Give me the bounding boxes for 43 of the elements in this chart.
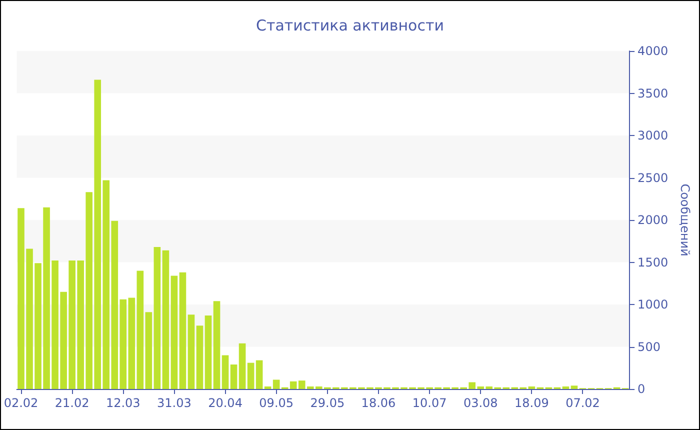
- y-tick-label: 2000: [638, 213, 668, 227]
- x-tick-label: 03.08: [463, 396, 498, 410]
- x-tick-label: 10.07: [412, 396, 447, 410]
- x-tick-label: 18.09: [514, 396, 549, 410]
- bar: [238, 343, 246, 389]
- bar: [188, 314, 195, 389]
- bar: [264, 386, 272, 389]
- x-tick-label: 09.05: [259, 396, 294, 410]
- y-tick-label: 500: [638, 340, 660, 354]
- bar: [179, 272, 186, 389]
- bar: [570, 386, 578, 389]
- bar: [145, 312, 152, 389]
- bar: [162, 250, 170, 389]
- y-tick-label: 1500: [638, 255, 668, 270]
- y-tick-label: 0: [638, 382, 646, 396]
- bar: [230, 364, 238, 389]
- bar: [196, 326, 204, 389]
- y-tick-label: 3000: [638, 128, 668, 142]
- bar: [170, 276, 178, 389]
- bar: [154, 247, 161, 389]
- y-tick-label: 4000: [638, 44, 668, 58]
- x-tick-label: 21.02: [54, 396, 90, 410]
- y-axis-title: Сообщений: [678, 184, 692, 256]
- x-tick-label: 31.03: [157, 396, 192, 410]
- x-tick-label: 12.03: [106, 396, 140, 410]
- bar: [272, 380, 280, 389]
- bar: [247, 362, 254, 389]
- bar: [528, 386, 536, 389]
- bar: [256, 360, 263, 389]
- x-tick-label: 02.02: [4, 396, 38, 410]
- bar: [562, 386, 570, 389]
- bar: [222, 355, 229, 389]
- bar: [213, 301, 220, 389]
- y-tick-label: 3500: [638, 86, 668, 100]
- chart-title: Статистика активности: [256, 16, 444, 34]
- bar: [204, 315, 212, 389]
- bar: [136, 270, 144, 389]
- x-tick-label: 18.06: [361, 396, 396, 410]
- y-tick-label: 1000: [638, 298, 668, 312]
- x-tick-label: 07.02: [566, 396, 600, 410]
- y-tick-label: 2500: [638, 170, 668, 185]
- x-tick-label: 20.04: [208, 396, 242, 410]
- x-tick-label: 29.05: [310, 396, 345, 410]
